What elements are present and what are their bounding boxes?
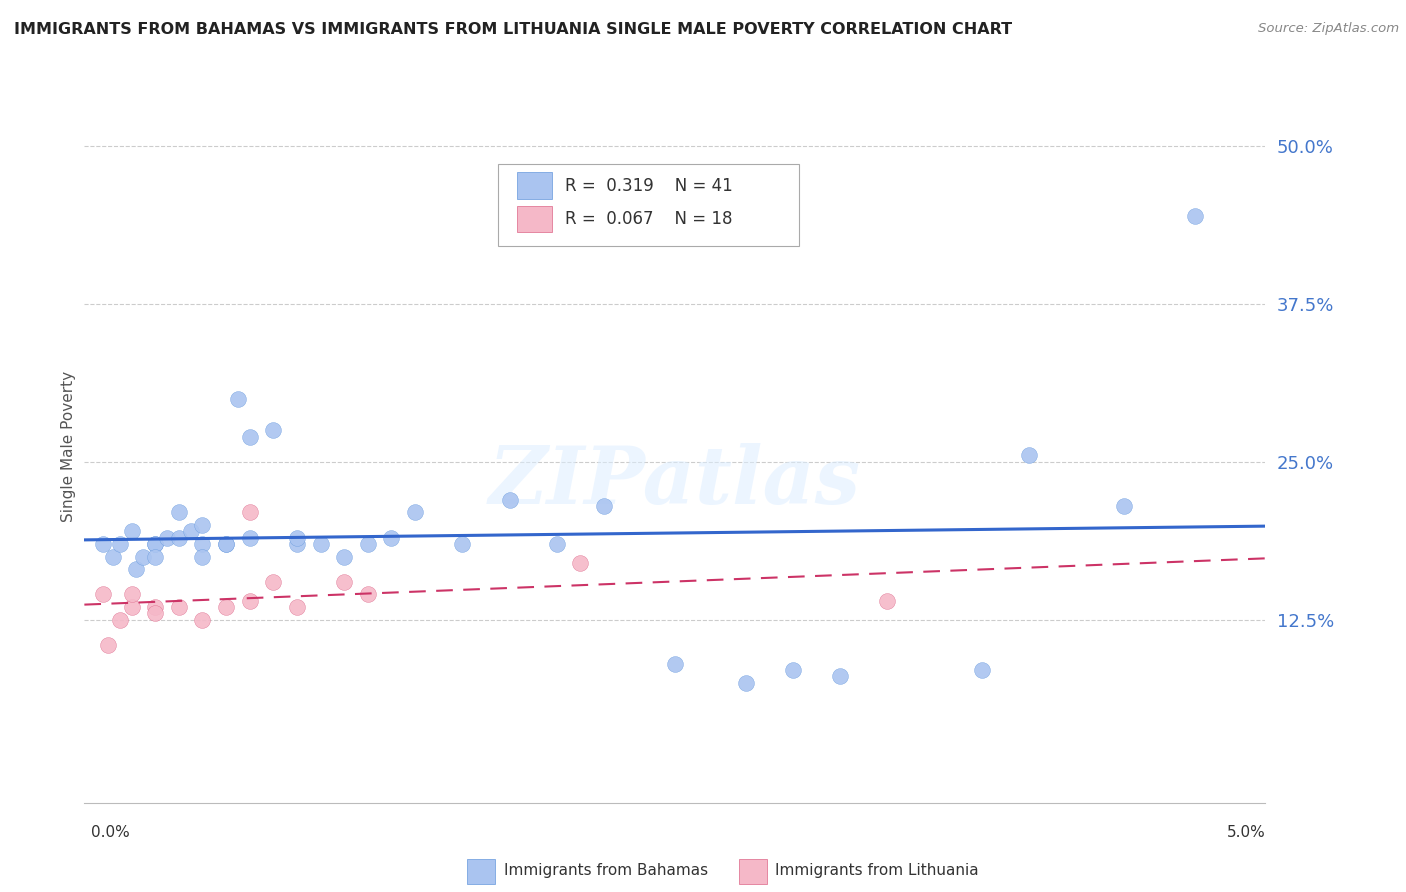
Point (121, 600, 143, 615)
Point (143, 549, 166, 564)
FancyBboxPatch shape (516, 206, 553, 232)
Point (108, 537, 131, 551)
Point (91, 537, 114, 551)
Y-axis label: Single Male Poverty: Single Male Poverty (60, 370, 76, 522)
Text: Immigrants from Lithuania: Immigrants from Lithuania (775, 863, 979, 878)
Point (143, 537, 166, 551)
Point (309, 537, 332, 551)
Point (498, 492, 520, 507)
Point (546, 537, 568, 551)
Point (132, 549, 155, 564)
FancyBboxPatch shape (498, 164, 799, 246)
Text: IMMIGRANTS FROM BAHAMAS VS IMMIGRANTS FROM LITHUANIA SINGLE MALE POVERTY CORRELA: IMMIGRANTS FROM BAHAMAS VS IMMIGRANTS FR… (14, 22, 1012, 37)
Point (143, 607, 166, 621)
FancyBboxPatch shape (467, 859, 495, 884)
Point (143, 600, 166, 615)
Text: 0.0%: 0.0% (91, 825, 131, 840)
Point (380, 531, 402, 545)
Point (91, 587, 114, 601)
Text: ZIPatlas: ZIPatlas (489, 443, 860, 520)
Point (121, 587, 143, 601)
Point (1018, 449, 1040, 463)
Point (734, 675, 756, 690)
Point (1184, 209, 1206, 223)
Point (215, 537, 238, 551)
Point (404, 505, 426, 519)
FancyBboxPatch shape (516, 172, 553, 199)
Point (593, 499, 616, 513)
Text: Immigrants from Bahamas: Immigrants from Bahamas (503, 863, 707, 878)
Text: Source: ZipAtlas.com: Source: ZipAtlas.com (1258, 22, 1399, 36)
Point (167, 531, 190, 545)
Point (167, 600, 190, 615)
Point (125, 562, 148, 576)
FancyBboxPatch shape (738, 859, 768, 884)
Point (108, 613, 131, 627)
Point (239, 593, 262, 607)
Point (830, 669, 852, 683)
Point (357, 537, 380, 551)
Text: R =  0.067    N = 18: R = 0.067 N = 18 (565, 211, 733, 228)
Point (191, 517, 214, 532)
Point (239, 531, 262, 545)
Point (226, 392, 249, 406)
Point (970, 663, 993, 677)
Point (239, 505, 262, 519)
Point (191, 549, 214, 564)
Point (333, 549, 356, 564)
Point (357, 587, 380, 601)
Point (285, 600, 308, 615)
Point (180, 524, 202, 539)
Point (215, 537, 238, 551)
Point (451, 537, 474, 551)
Point (239, 429, 262, 443)
Point (664, 657, 686, 671)
Point (876, 593, 898, 607)
Point (191, 537, 214, 551)
Point (285, 537, 308, 551)
Point (156, 531, 179, 545)
Point (782, 663, 804, 677)
Point (167, 505, 190, 519)
Point (101, 549, 124, 564)
Point (333, 574, 356, 589)
Point (262, 574, 284, 589)
Point (262, 423, 284, 437)
Point (215, 600, 238, 615)
Point (97, 638, 120, 652)
Point (143, 537, 166, 551)
Point (285, 531, 308, 545)
Point (569, 556, 592, 570)
Point (1112, 499, 1135, 513)
Text: 5.0%: 5.0% (1226, 825, 1265, 840)
Point (191, 613, 214, 627)
Point (121, 524, 143, 539)
Text: R =  0.319    N = 41: R = 0.319 N = 41 (565, 177, 733, 194)
